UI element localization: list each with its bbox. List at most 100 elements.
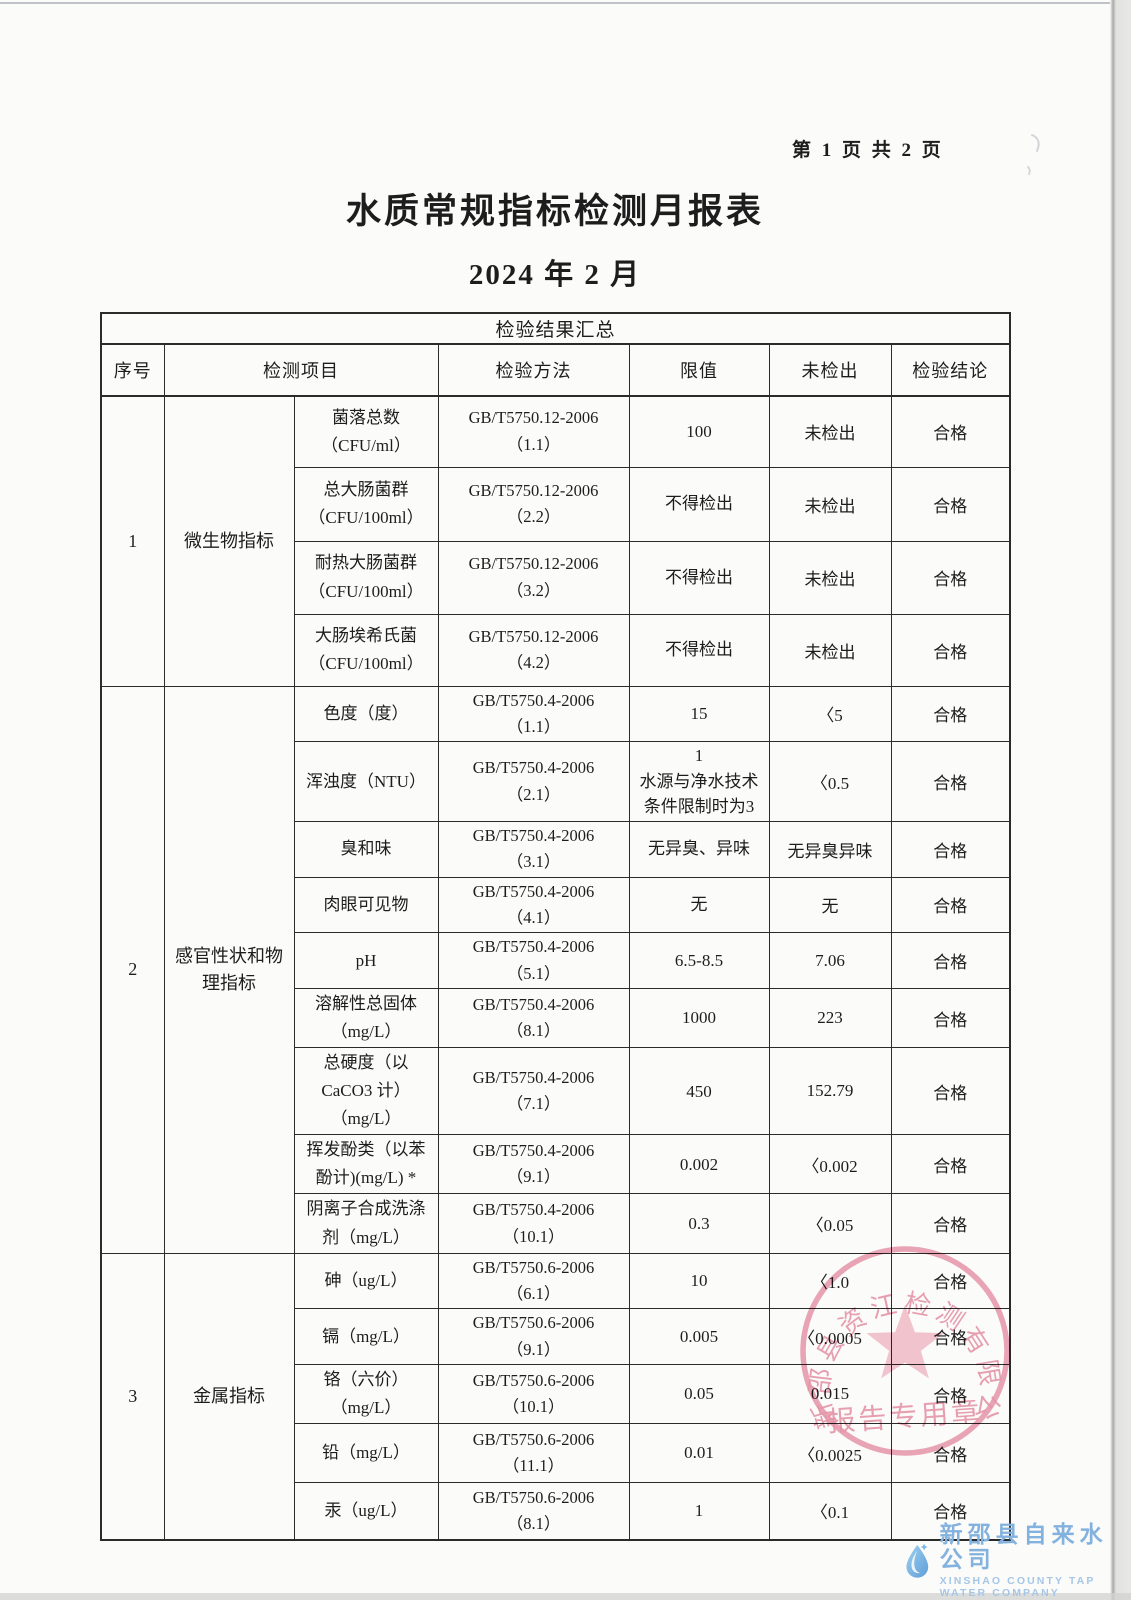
item-cell: pH: [293, 932, 439, 990]
method-cell: GB/T5750.4-2006 （9.1）: [437, 1134, 630, 1195]
conclusion-cell: 合格: [890, 876, 1011, 934]
header-limit: 限值: [628, 343, 770, 397]
scan-edge-bottom: [0, 1593, 1131, 1600]
conclusion-cell: 合格: [890, 466, 1011, 542]
conclusion-cell: 合格: [890, 1364, 1011, 1425]
limit-cell: 0.05: [628, 1364, 770, 1425]
header-item: 检测项目: [163, 343, 439, 397]
method-cell: GB/T5750.12-2006 （1.1）: [437, 395, 630, 468]
water-drop-icon: [906, 1543, 929, 1579]
item-cell: 砷（ug/L）: [293, 1252, 439, 1310]
stamp-label: 报告专用章: [826, 1396, 983, 1439]
result-cell: 未检出: [768, 540, 892, 615]
item-cell: 挥发酚类（以苯 酚计)(mg/L) *: [293, 1134, 439, 1195]
pen-mark: [1027, 134, 1040, 175]
item-cell: 总硬度（以 CaCO3 计） （mg/L）: [293, 1047, 439, 1136]
limit-cell: 0.01: [628, 1423, 770, 1484]
method-cell: GB/T5750.4-2006 （7.1）: [437, 1047, 630, 1136]
limit-cell: 不得检出: [628, 540, 770, 615]
method-cell: GB/T5750.6-2006 （6.1）: [437, 1252, 630, 1310]
conclusion-cell: 合格: [890, 395, 1011, 468]
item-cell: 镉（mg/L）: [293, 1308, 439, 1366]
method-cell: GB/T5750.12-2006 （2.2）: [437, 466, 630, 542]
method-cell: GB/T5750.12-2006 （4.2）: [437, 613, 630, 687]
method-cell: GB/T5750.4-2006 （3.1）: [437, 820, 630, 878]
table-header-row: 序号 检测项目 检验方法 限值 未检出 检验结论: [100, 343, 1011, 397]
stamp-star: [866, 1305, 944, 1379]
conclusion-cell: 合格: [890, 1134, 1011, 1195]
footer-company-cn: 新邵县自来水公司: [939, 1521, 1108, 1573]
results-table-container: 检验结果汇总 序号 检测项目 检验方法 限值 未检出 检验结论 1 微生物指标 菌落…: [100, 312, 1012, 1541]
conclusion-cell: 合格: [890, 820, 1011, 878]
header-method: 检验方法: [437, 343, 630, 397]
limit-cell: 不得检出: [628, 466, 770, 542]
table-row: 总硬度（以 CaCO3 计） （mg/L） GB/T5750.4-2006 （7.…: [101, 1047, 1011, 1136]
conclusion-cell: 合格: [890, 988, 1011, 1049]
item-cell: 臭和味: [293, 820, 439, 878]
conclusion-cell: 合格: [890, 1482, 1011, 1541]
limit-cell: 无异臭、异味: [628, 820, 770, 878]
table-row: 溶解性总固体 （mg/L） GB/T5750.4-2006 （8.1） 1000 22…: [101, 988, 1011, 1049]
item-cell: 铅（mg/L）: [293, 1423, 439, 1484]
table-row: 大肠埃希氏菌 （CFU/100ml） GB/T5750.12-2006 （4.2）…: [101, 613, 1011, 687]
table-row: 阴离子合成洗涤 剂（mg/L） GB/T5750.4-2006 （10.1） 0.3…: [101, 1193, 1011, 1254]
method-cell: GB/T5750.6-2006 （11.1）: [437, 1423, 630, 1484]
table-row: 铬（六价） （mg/L） GB/T5750.6-2006 （10.1） 0.05 0.…: [101, 1364, 1011, 1425]
table-row: 3 金属指标 砷（ug/L） GB/T5750.6-2006 （6.1） 10 〈1.0 合…: [100, 1252, 1011, 1541]
category-cell: 金属指标: [163, 1252, 295, 1541]
limit-cell: 10: [628, 1252, 770, 1310]
result-cell: 〈0.0005: [768, 1308, 892, 1366]
category-cell: 微生物指标: [163, 395, 295, 687]
seq-cell: 1: [100, 395, 165, 687]
report-month: 2024 年 2 月: [468, 259, 642, 291]
result-cell: 未检出: [768, 466, 892, 542]
result-cell: 未检出: [768, 395, 892, 468]
method-cell: GB/T5750.4-2006 （8.1）: [437, 988, 630, 1049]
item-cell: 总大肠菌群 （CFU/100ml）: [293, 466, 439, 542]
summary-title: 检验结果汇总: [100, 312, 1011, 345]
conclusion-cell: 合格: [890, 613, 1011, 687]
result-cell: 〈0.002: [768, 1134, 892, 1195]
item-cell: 大肠埃希氏菌 （CFU/100ml）: [293, 613, 439, 687]
result-cell: 〈5: [768, 685, 892, 743]
footer-company-text: 新邵县自来水公司 XINSHAO COUNTY TAP WATER COMPAN…: [939, 1521, 1131, 1599]
method-cell: GB/T5750.12-2006 （3.2）: [437, 540, 630, 615]
method-cell: GB/T5750.4-2006 （5.1）: [437, 932, 630, 990]
limit-cell: 100: [628, 395, 770, 468]
item-cell: 菌落总数 （CFU/ml）: [293, 395, 439, 468]
method-cell: GB/T5750.6-2006 （10.1）: [437, 1364, 630, 1425]
item-cell: 溶解性总固体 （mg/L）: [293, 988, 439, 1049]
method-cell: GB/T5750.4-2006 （4.1）: [437, 876, 630, 934]
item-cell: 色度（度）: [293, 685, 439, 743]
limit-cell: 1000: [628, 988, 770, 1049]
conclusion-cell: 合格: [890, 1193, 1011, 1254]
summary-title-row: 检验结果汇总: [100, 312, 1011, 345]
limit-cell: 0.3: [628, 1193, 770, 1254]
table-row: 汞（ug/L） GB/T5750.6-2006 （8.1） 1 〈0.1 合格: [101, 1482, 1011, 1541]
method-cell: GB/T5750.6-2006 （9.1）: [437, 1308, 630, 1366]
result-cell: 无: [768, 876, 892, 934]
table-row: 1 微生物指标 菌落总数 （CFU/ml） GB/T5750.12-2006 （1.1…: [100, 395, 1011, 687]
result-cell: 223: [768, 988, 892, 1049]
limit-cell: 1: [628, 1482, 770, 1541]
result-cell: 〈0.1: [768, 1482, 892, 1541]
document-title: 水质常规指标检测月报表: [345, 192, 764, 231]
result-cell: 未检出: [768, 613, 892, 687]
limit-cell: 不得检出: [628, 613, 770, 687]
limit-cell: 0.002: [628, 1134, 770, 1195]
seq-cell: 3: [100, 1252, 165, 1541]
result-cell: 152.79: [768, 1047, 892, 1136]
result-cell: 〈0.0025: [768, 1423, 892, 1484]
results-table: 检验结果汇总 序号 检测项目 检验方法 限值 未检出 检验结论 1 微生物指标 菌落…: [100, 312, 1012, 1541]
limit-cell: 0.005: [628, 1308, 770, 1366]
result-cell: 〈0.5: [768, 741, 892, 822]
item-cell: 耐热大肠菌群 （CFU/100ml）: [293, 540, 439, 615]
conclusion-cell: 合格: [890, 685, 1011, 743]
item-cell: 铬（六价） （mg/L）: [293, 1364, 439, 1425]
method-cell: GB/T5750.4-2006 （1.1）: [437, 685, 630, 743]
header-conclusion: 检验结论: [890, 343, 1011, 397]
footer-company-en: XINSHAO COUNTY TAP WATER COMPANY: [939, 1574, 1096, 1599]
table-row: 肉眼可见物 GB/T5750.4-2006 （4.1）无无合格: [101, 876, 1011, 934]
limit-cell: 6.5-8.5: [628, 932, 770, 990]
